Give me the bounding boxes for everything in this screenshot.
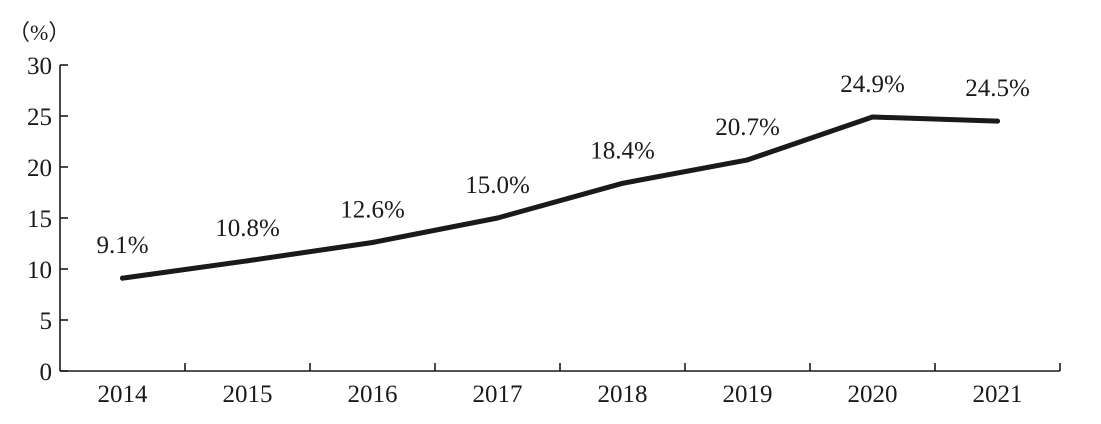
x-tick-label: 2021 [973,381,1023,408]
series-group [120,114,1000,281]
x-tick-label: 2018 [598,381,648,408]
data-label: 9.1% [96,232,148,259]
data-labels-group: 9.1% 10.8% 12.6% 15.0% 18.4% 20.7% 24.9% 24.5% [96,71,1029,259]
data-point [120,275,125,281]
y-tick-label: 15 [27,206,52,233]
data-label: 18.4% [590,137,655,164]
x-tick-label: 2014 [98,381,149,408]
x-tick-label: 2019 [723,381,773,408]
x-tick-label: 2017 [473,381,523,408]
axes [59,65,1060,372]
data-label: 12.6% [340,196,405,223]
y-tick-label: 10 [27,257,52,284]
x-tick-label: 2020 [848,381,898,408]
data-point [620,180,625,186]
data-point [370,239,375,245]
y-tick-label: 25 [27,104,52,131]
y-axis-ticks: 0 5 10 15 20 25 30 [27,53,68,386]
y-tick-label: 5 [40,308,53,335]
y-tick-label: 30 [27,53,52,80]
data-label: 24.5% [965,75,1030,102]
x-axis-ticks: 2014 2015 2016 2017 2018 2019 2020 2021 [98,363,1061,408]
data-point [245,258,250,264]
y-tick-label: 0 [40,359,53,386]
data-point [870,114,875,120]
data-point [995,118,1000,124]
x-tick-label: 2015 [223,381,273,408]
series-line [120,114,1000,281]
x-tick-label: 2016 [348,381,398,408]
y-unit-label: （%） [8,20,70,45]
data-label: 15.0% [465,172,530,199]
data-label: 10.8% [215,215,280,242]
data-point [745,157,750,163]
data-point [495,215,500,221]
data-label: 24.9% [840,71,905,98]
y-tick-label: 20 [27,155,52,182]
data-label: 20.7% [715,114,780,141]
